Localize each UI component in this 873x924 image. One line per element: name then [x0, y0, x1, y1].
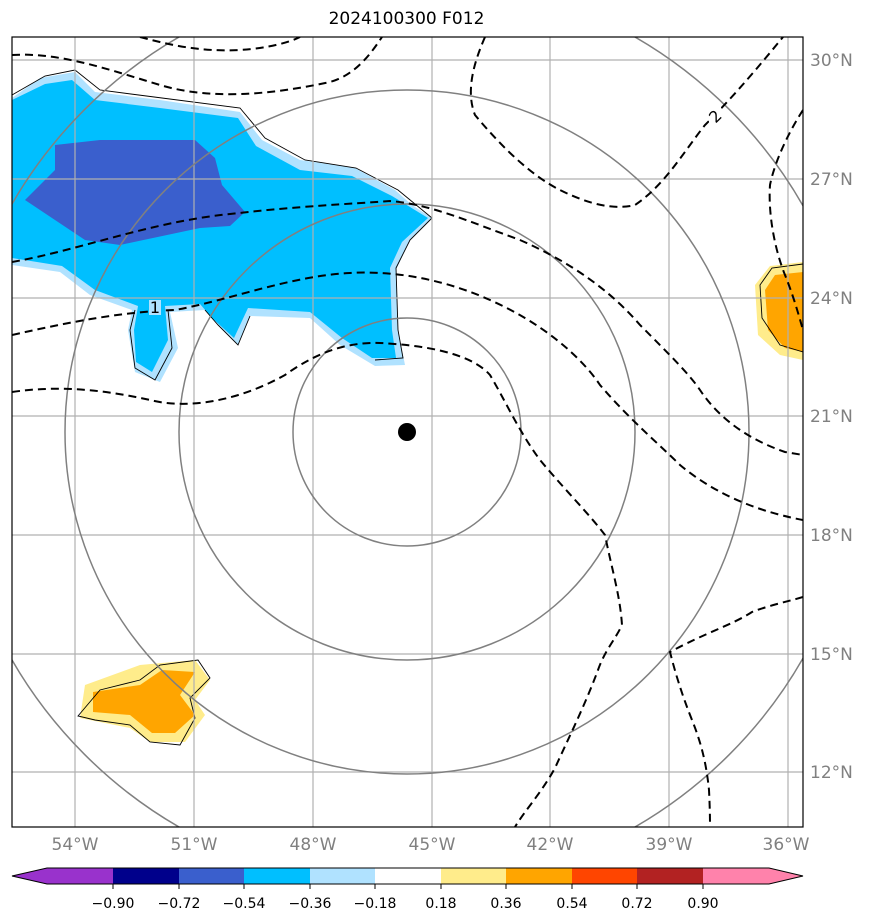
- lon-label: 45°W: [409, 835, 456, 855]
- lon-label: 48°W: [290, 835, 337, 855]
- colorbar-cell: [572, 868, 637, 884]
- lat-label: 15°N: [810, 645, 853, 665]
- lat-label: 18°N: [810, 526, 853, 546]
- lon-label: 54°W: [52, 835, 99, 855]
- colorbar-label: 0.36: [490, 896, 521, 912]
- colorbar-label: −0.72: [158, 896, 201, 912]
- lon-label: 51°W: [171, 835, 218, 855]
- lat-label: 30°N: [810, 51, 853, 71]
- colorbar-cell: [703, 868, 769, 884]
- latitude-labels: 30°N 27°N 24°N 21°N 18°N 15°N 12°N: [810, 51, 853, 783]
- dashed-contours: [12, 37, 803, 827]
- colorbar-label: 0.72: [621, 896, 652, 912]
- lon-label: 36°W: [763, 835, 810, 855]
- contour-label-1: 1: [150, 298, 160, 317]
- lat-label: 12°N: [810, 763, 853, 783]
- contour-labels: 1 2: [149, 106, 726, 317]
- colorbar-label: −0.90: [92, 896, 135, 912]
- lat-label: 21°N: [810, 407, 853, 427]
- colorbar-label: −0.36: [289, 896, 332, 912]
- storm-center-marker: [398, 423, 416, 441]
- colorbar-cell: [441, 868, 506, 884]
- colorbar-label: 0.90: [687, 896, 718, 912]
- lon-label: 39°W: [646, 835, 693, 855]
- lat-label: 24°N: [810, 289, 853, 309]
- longitude-labels: 54°W 51°W 48°W 45°W 42°W 39°W 36°W: [52, 835, 810, 855]
- lat-label: 27°N: [810, 170, 853, 190]
- colorbar: −0.90 −0.72 −0.54 −0.36 −0.18 0.18 0.36 …: [11, 867, 804, 912]
- map-title: 2024100300 F012: [328, 9, 485, 29]
- lon-label: 42°W: [527, 835, 574, 855]
- colorbar-cell: [113, 868, 179, 884]
- colorbar-cell: [12, 868, 47, 884]
- colorbar-label: −0.18: [354, 896, 397, 912]
- colorbar-label: 0.54: [556, 896, 587, 912]
- positive-shading-southwest: [77, 659, 211, 746]
- colorbar-cell: [244, 868, 310, 884]
- colorbar-cell: [375, 868, 441, 884]
- colorbar-cell: [47, 868, 113, 884]
- colorbar-outline: [11, 867, 804, 885]
- colorbar-cell: [506, 868, 572, 884]
- positive-shading-east: [755, 262, 803, 360]
- colorbar-cell: [310, 868, 375, 884]
- colorbar-label: −0.54: [223, 896, 266, 912]
- colorbar-label: 0.18: [425, 896, 456, 912]
- map-frame: [11, 36, 804, 828]
- colorbar-cell: [769, 868, 803, 884]
- colorbar-cell: [179, 868, 244, 884]
- colorbar-cell: [637, 868, 703, 884]
